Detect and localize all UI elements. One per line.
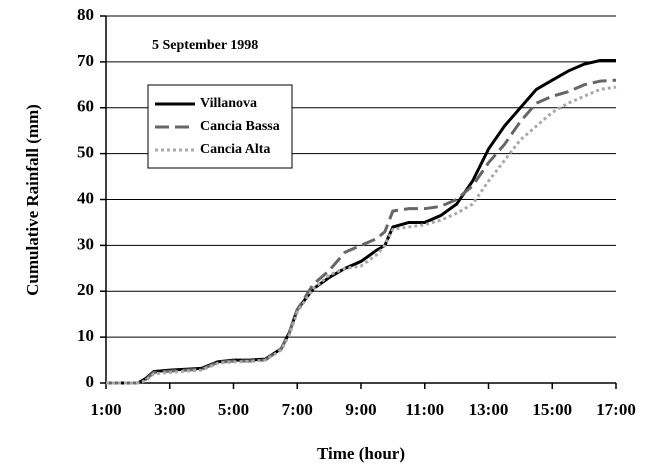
x-tick-label: 1:00: [90, 400, 121, 419]
series-line: [106, 85, 617, 385]
x-tick-label: 11:00: [405, 400, 444, 419]
series-line: [106, 78, 617, 385]
y-tick-label: 10: [77, 326, 94, 345]
legend-box: [147, 84, 293, 169]
x-axis-label: Time (hour): [317, 444, 405, 463]
x-tick-label: 17:00: [596, 400, 636, 419]
legend-label: Cancia Bassa: [200, 119, 280, 134]
x-tick-label: 15:00: [532, 400, 572, 419]
y-tick-label: 0: [86, 372, 95, 391]
y-tick-label: 50: [77, 143, 94, 162]
x-tick-label: 13:00: [469, 400, 509, 419]
x-tick-label: 5:00: [218, 400, 249, 419]
legend-label: Cancia Alta: [200, 142, 270, 157]
x-tick-label: 9:00: [345, 400, 376, 419]
x-tick-label: 3:00: [154, 400, 185, 419]
x-tick-label: 7:00: [282, 400, 313, 419]
y-tick-label: 60: [77, 97, 94, 116]
y-tick-label: 70: [77, 51, 94, 70]
y-tick-label: 80: [77, 5, 94, 24]
y-axis-label: Cumulative Rainfall (mm): [23, 104, 42, 296]
y-tick-label: 30: [77, 234, 94, 253]
legend-label: Villanova: [200, 96, 257, 111]
y-tick-label: 20: [77, 280, 94, 299]
y-tick-label: 40: [77, 188, 94, 207]
annotation: 5 September 1998: [152, 38, 258, 53]
